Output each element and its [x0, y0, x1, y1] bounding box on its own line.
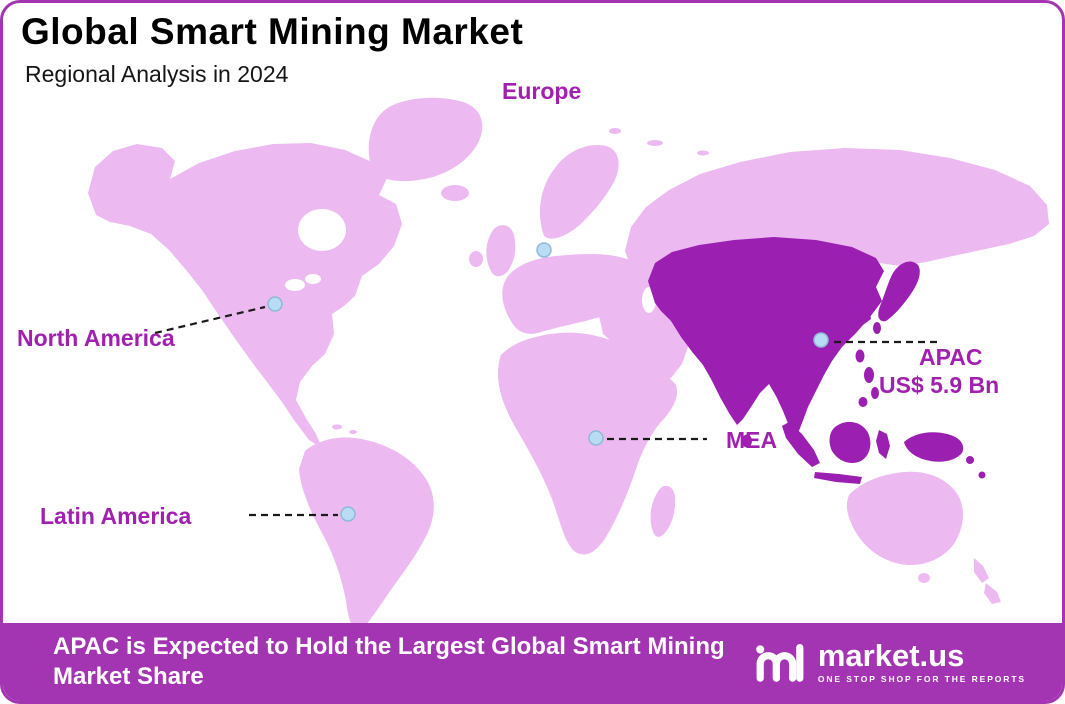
marker-europe [536, 242, 552, 258]
island-taiwan [855, 349, 865, 363]
island-borneo [829, 421, 871, 463]
region-scandinavia [539, 145, 619, 239]
island-sumatra [782, 422, 820, 467]
island-uk [486, 225, 516, 277]
page-subtitle: Regional Analysis in 2024 [25, 61, 289, 87]
region-apac-highlight [648, 237, 884, 436]
islands-arctic-3 [697, 150, 709, 156]
island-iceland [441, 185, 469, 201]
continent-north-america [88, 143, 402, 448]
island-ireland [469, 251, 483, 267]
brand-lockup: market.us ONE STOP SHOP FOR THE REPORTS [753, 635, 1026, 689]
leader-line-north-america [154, 305, 266, 335]
water-hudson-bay [298, 209, 346, 251]
continent-europe [502, 254, 647, 334]
page-title: Global Smart Mining Market [21, 11, 524, 52]
footer-bar: APAC is Expected to Hold the Largest Glo… [3, 623, 1062, 701]
region-value-apac: US$ 5.9 Bn [879, 372, 1000, 398]
marker-latin-america [340, 506, 356, 522]
world-map [88, 97, 1049, 632]
islands-pacific-1 [966, 456, 974, 464]
island-new-zealand-south [984, 583, 1001, 604]
islands-caribbean-1 [332, 424, 342, 430]
region-label-latin-america: Latin America [40, 503, 192, 529]
island-new-guinea [904, 432, 964, 462]
water-great-lakes-1 [285, 279, 305, 291]
water-great-lakes-2 [305, 274, 321, 284]
marker-mea [588, 430, 604, 446]
island-tasmania [918, 573, 930, 583]
island-sri-lanka [742, 434, 752, 448]
island-japan-south [873, 322, 881, 334]
brand-tagline: ONE STOP SHOP FOR THE REPORTS [817, 674, 1026, 684]
continent-greenland [368, 97, 483, 182]
island-new-zealand-north [974, 558, 989, 583]
island-philippines-2 [871, 387, 879, 399]
region-label-mea: MEA [726, 427, 778, 453]
island-philippines-1 [864, 367, 874, 383]
region-korea [855, 301, 871, 325]
region-label-apac: APAC [919, 344, 983, 370]
region-label-north-america: North America [17, 325, 175, 351]
marketus-logo-icon [756, 644, 804, 682]
continent-africa [497, 332, 678, 555]
continent-south-america [299, 437, 434, 632]
island-java [814, 472, 862, 484]
marker-north-america [267, 296, 283, 312]
island-madagascar [650, 485, 676, 537]
island-japan [878, 261, 920, 322]
islands-arctic-2 [647, 140, 663, 146]
islands-arctic-1 [609, 128, 621, 134]
islands-caribbean-2 [349, 430, 357, 434]
island-sulawesi [876, 430, 890, 459]
continent-australia [846, 471, 963, 566]
island-philippines-3 [858, 397, 868, 407]
brand-name: market.us [817, 638, 965, 673]
region-label-europe: Europe [502, 78, 582, 104]
marker-apac [813, 332, 829, 348]
footer-note: APAC is Expected to Hold the Largest Glo… [53, 633, 725, 690]
islands-pacific-2 [978, 471, 986, 479]
